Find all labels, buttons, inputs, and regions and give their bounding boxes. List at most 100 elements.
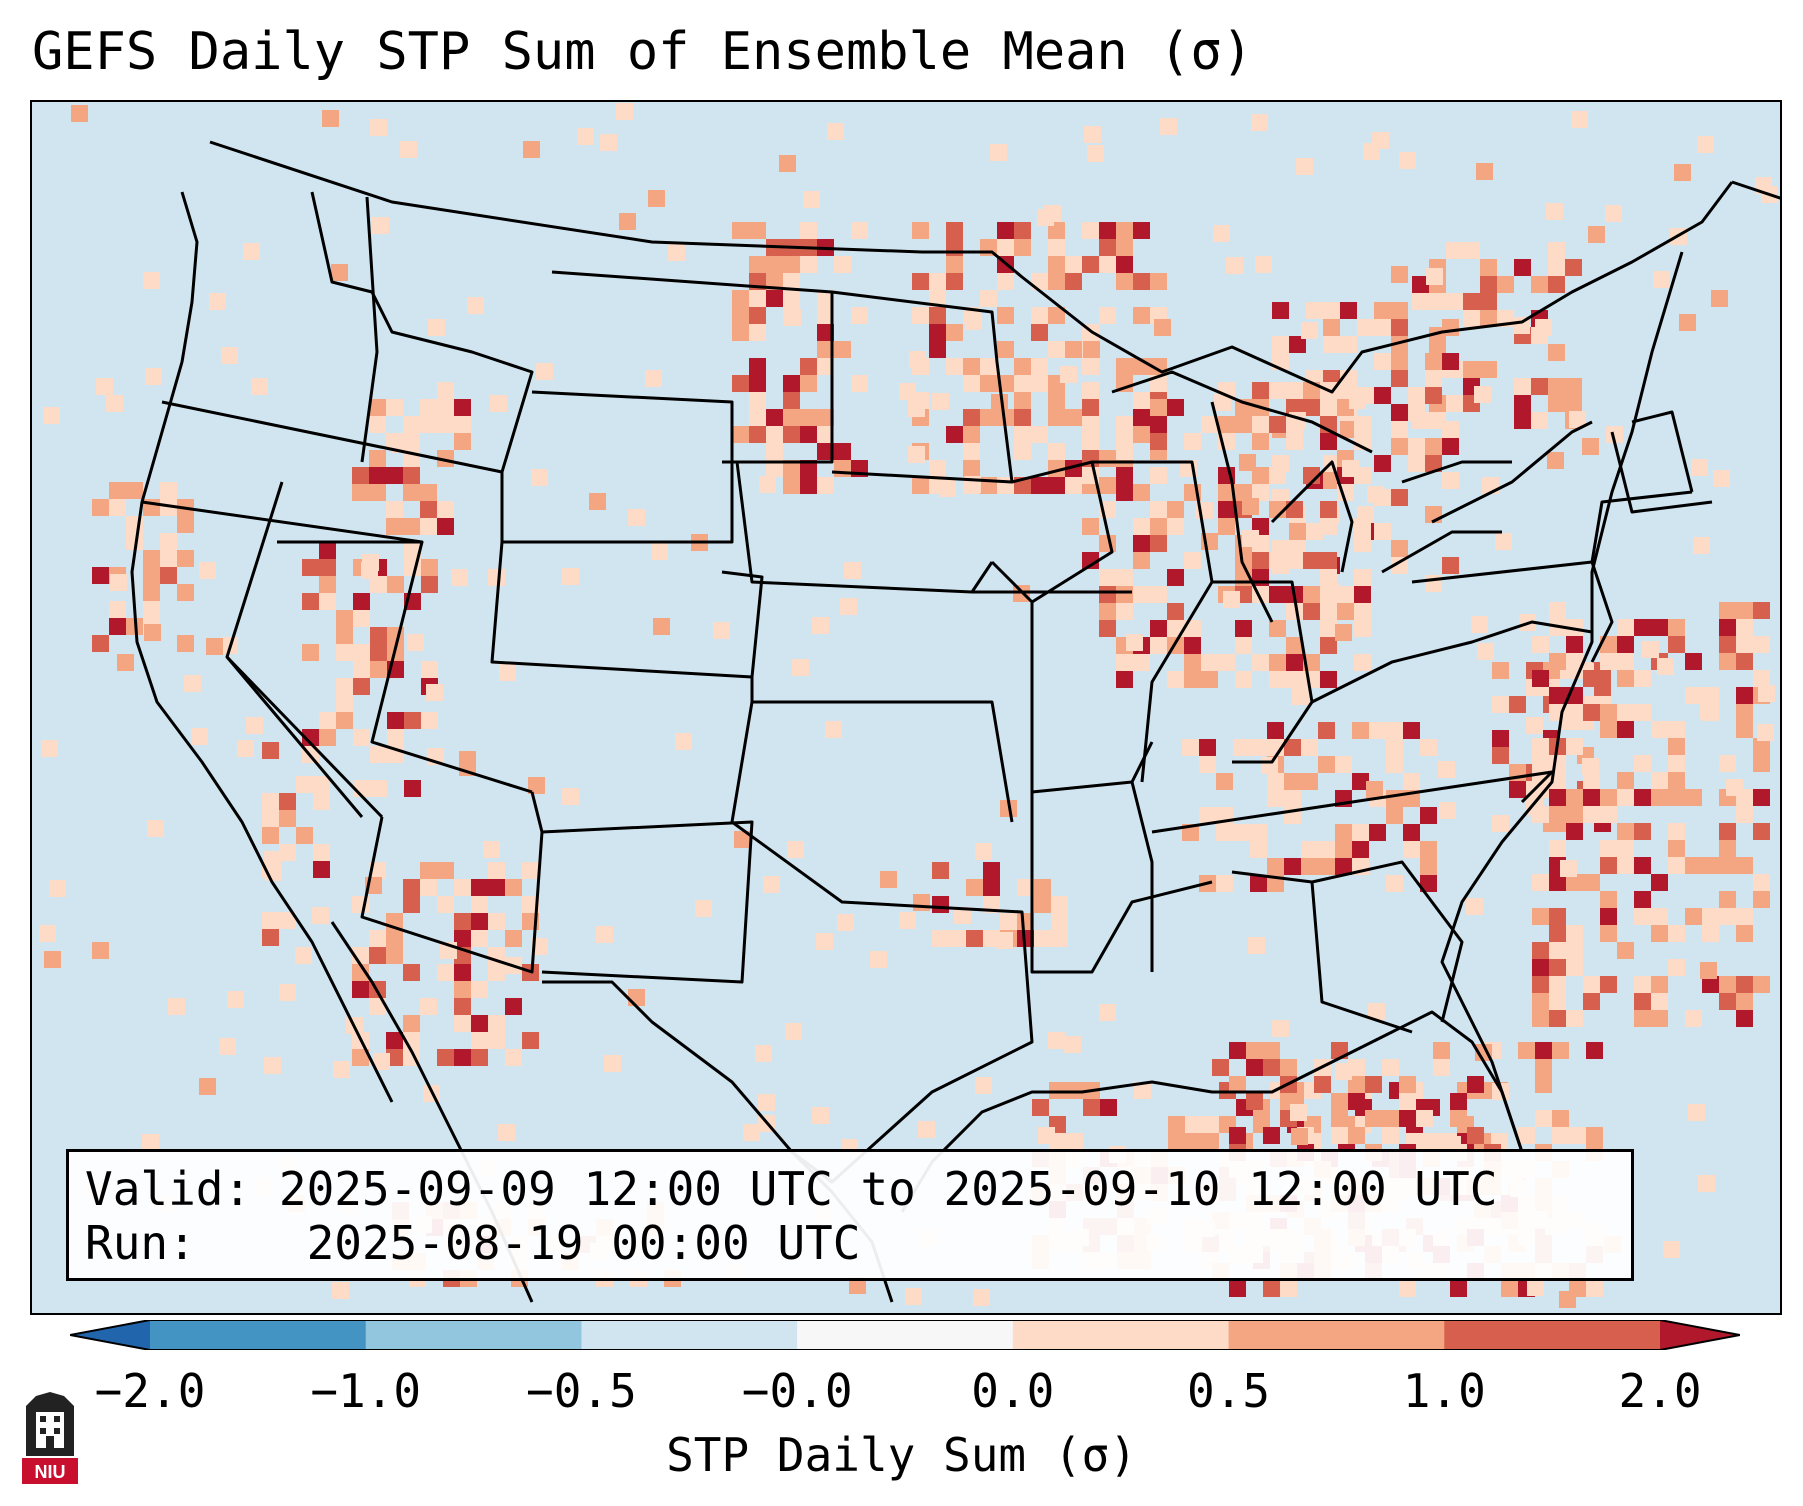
heat-cell <box>1463 310 1480 327</box>
heat-cell <box>1322 583 1339 600</box>
heat-cell <box>352 981 369 998</box>
heat-cell <box>1583 789 1600 806</box>
heat-cell <box>262 810 279 827</box>
heat-cell <box>336 627 353 644</box>
heat-cell <box>1386 875 1403 892</box>
valid-line: Valid: 2025-09-09 12:00 UTC to 2025-09-1… <box>85 1162 1631 1216</box>
heat-cell <box>1116 569 1133 586</box>
heat-cell <box>1565 395 1582 412</box>
heat-cell <box>817 307 834 324</box>
heat-cell <box>1391 404 1408 421</box>
heat-cell <box>295 947 312 964</box>
heat-cell <box>1426 268 1443 285</box>
heat-cell <box>1549 942 1566 959</box>
heat-cell <box>1354 416 1371 433</box>
heat-cell <box>1235 552 1252 569</box>
heat-cell <box>331 264 348 281</box>
heat-cell <box>1685 1010 1702 1027</box>
heat-cell <box>1569 1127 1586 1144</box>
heat-cell <box>168 998 185 1015</box>
heat-cell <box>783 460 800 477</box>
heat-cell <box>1617 619 1634 636</box>
heat-cell <box>143 601 160 618</box>
heat-cell <box>1038 1127 1055 1144</box>
heat-cell <box>39 925 56 942</box>
heat-cell <box>1736 704 1753 721</box>
heat-cell <box>1408 387 1425 404</box>
heat-cell <box>1552 1110 1569 1127</box>
heat-cell <box>1719 976 1736 993</box>
heat-cell <box>1548 395 1565 412</box>
heat-cell <box>352 467 369 484</box>
heat-cell <box>1226 257 1243 274</box>
heat-cell <box>1213 225 1230 242</box>
canada-border <box>209 140 1734 394</box>
heat-cell <box>1600 653 1617 670</box>
heat-cell <box>1374 387 1391 404</box>
heat-cell <box>1719 619 1736 636</box>
heat-cell <box>1368 1003 1385 1020</box>
heat-cell <box>1651 976 1668 993</box>
heat-cell <box>1199 807 1216 824</box>
heat-cell <box>421 559 438 576</box>
heat-cell <box>1566 789 1583 806</box>
heat-cell <box>1514 395 1531 412</box>
heat-cell <box>471 896 488 913</box>
heat-cell <box>1586 1127 1603 1144</box>
heat-cell <box>732 324 749 341</box>
heat-cell <box>404 780 421 797</box>
heat-cell <box>536 363 553 380</box>
heat-cell <box>1736 653 1753 670</box>
heat-cell <box>1303 671 1320 688</box>
heat-cell <box>1357 319 1374 336</box>
heat-cell <box>471 981 488 998</box>
heat-cell <box>779 155 796 172</box>
heat-cell <box>1532 755 1549 772</box>
heat-cell <box>1246 1042 1263 1059</box>
colorbar-under-triangle <box>70 1320 150 1350</box>
heat-cell <box>1082 552 1099 569</box>
heat-cell <box>1442 319 1459 336</box>
heat-cell <box>1340 302 1357 319</box>
heat-cell <box>1532 874 1549 891</box>
heat-cell <box>1301 773 1318 790</box>
heat-cell <box>817 477 834 494</box>
heat-cell <box>523 141 540 158</box>
chart-title: GEFS Daily STP Sum of Ensemble Mean (σ) <box>32 22 1253 82</box>
heat-cell <box>1685 857 1702 874</box>
heat-cell <box>1433 1059 1450 1076</box>
heat-cell <box>759 476 776 493</box>
heat-cell <box>1399 1093 1416 1110</box>
heat-cell <box>849 1277 866 1294</box>
heat-cell <box>675 733 692 750</box>
heat-cell <box>1212 1059 1229 1076</box>
heat-cell <box>1416 1110 1433 1127</box>
heat-cell <box>454 964 471 981</box>
heat-cell <box>1501 1280 1518 1297</box>
heat-cell <box>1214 394 1231 411</box>
heat-cell <box>980 375 997 392</box>
heat-cell <box>1286 552 1303 569</box>
heat-cell <box>1272 302 1289 319</box>
heat-cell <box>1242 530 1259 547</box>
heat-cell <box>386 399 403 416</box>
heat-cell <box>407 634 424 651</box>
heat-cell <box>1412 276 1429 293</box>
heat-cell <box>1116 467 1133 484</box>
heat-cell <box>1048 222 1065 239</box>
heat-cell <box>1702 925 1719 942</box>
heat-cell <box>1480 276 1497 293</box>
heat-cell <box>1374 319 1391 336</box>
heat-cell <box>1323 319 1340 336</box>
heat-cell <box>800 375 817 392</box>
colorbar-tick-label: 0.5 <box>1187 1364 1271 1418</box>
heat-cell <box>1218 416 1235 433</box>
heat-cell <box>1320 501 1337 518</box>
heat-cell <box>1048 443 1065 460</box>
heat-cell <box>1549 976 1566 993</box>
heat-cell <box>1239 454 1256 471</box>
heat-cell <box>319 712 336 729</box>
heat-cell <box>1634 823 1651 840</box>
heat-cell <box>1480 293 1497 310</box>
heat-cell <box>1263 1280 1280 1297</box>
